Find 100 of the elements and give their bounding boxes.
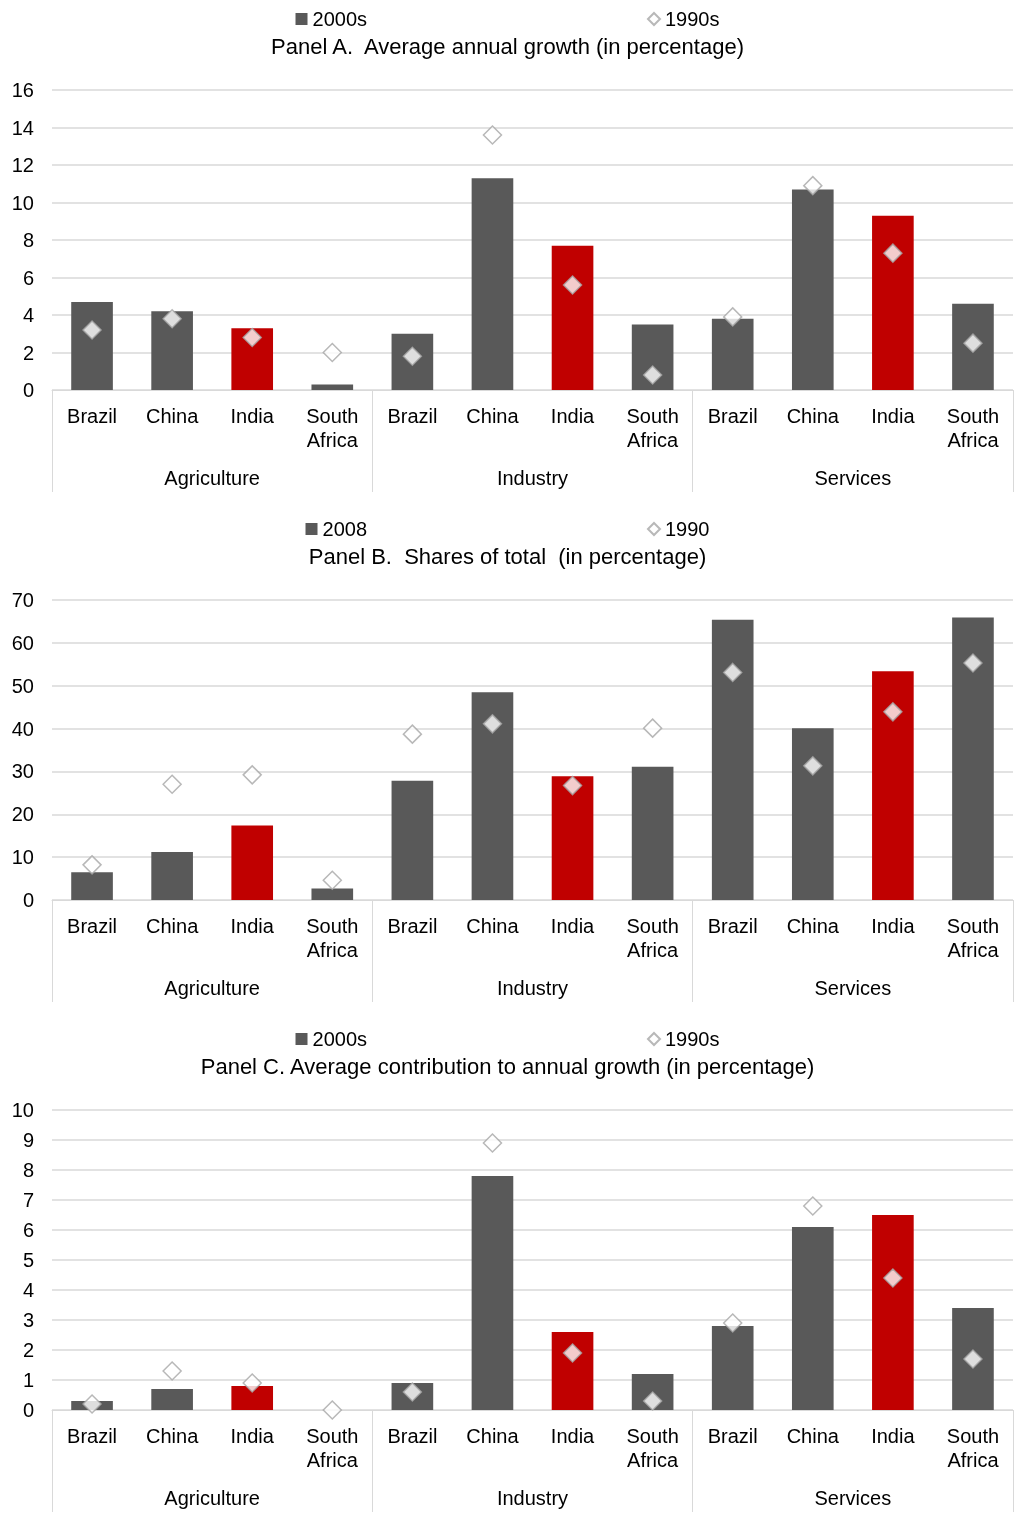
- point: [722, 662, 743, 683]
- point: [803, 756, 823, 776]
- bar: [471, 1176, 514, 1410]
- x-tick-label: China: [145, 405, 200, 427]
- bar: [952, 303, 994, 390]
- text: Industry: [496, 467, 569, 489]
- bar: [791, 189, 834, 390]
- x-tick-label: Brazil: [67, 915, 118, 937]
- x-tick-label: Brazil: [707, 1425, 758, 1447]
- text: Agriculture: [164, 977, 260, 999]
- text: Services: [814, 1487, 892, 1509]
- bar: [151, 1389, 193, 1410]
- text: Industry: [496, 1487, 569, 1509]
- x-tick-label: India: [550, 915, 596, 937]
- point: [482, 714, 503, 734]
- x-tick-label: India: [871, 1425, 916, 1447]
- bar: [872, 1215, 914, 1410]
- legend-label: 1990s: [665, 8, 720, 30]
- point: [322, 342, 343, 363]
- legend-label: 1990s: [665, 1028, 720, 1050]
- y-tick-label: 1: [22, 1369, 34, 1391]
- x-tick-label: Brazil: [707, 915, 758, 937]
- point: [722, 1313, 743, 1333]
- legend-label: 1990: [665, 518, 710, 540]
- y-tick-label: 20: [11, 803, 34, 826]
- point: [242, 1373, 262, 1393]
- bar: [231, 328, 274, 390]
- point: [963, 1349, 983, 1369]
- x-tick-label: India: [230, 1425, 275, 1447]
- x-tick-label: Brazil: [387, 1425, 438, 1447]
- y-tick-label: 30: [11, 760, 34, 783]
- y-tick-label: 0: [22, 379, 34, 401]
- x-tick-label: India: [550, 405, 596, 427]
- bar: [711, 1326, 754, 1410]
- y-tick-label: 10: [11, 1099, 34, 1121]
- y-tick-label: 14: [11, 116, 34, 139]
- x-tick-label: South Africa: [626, 405, 680, 451]
- x-tick-label: South Africa: [306, 915, 359, 961]
- x-tick-label: India: [550, 1425, 596, 1447]
- x-tick-label: Brazil: [387, 405, 438, 427]
- y-tick-label: 4: [22, 1279, 34, 1301]
- bar: [551, 245, 594, 390]
- legend-label: 2000s: [312, 8, 368, 30]
- point: [562, 275, 583, 295]
- point: [883, 1268, 903, 1288]
- y-tick-label: 2: [22, 341, 34, 364]
- y-tick-label: 8: [22, 1159, 34, 1181]
- text: Agriculture: [164, 1487, 260, 1509]
- bar: [872, 215, 914, 390]
- bar: [791, 1227, 834, 1410]
- y-tick-label: 0: [22, 1399, 34, 1421]
- bar: [311, 888, 354, 900]
- x-tick-label: South Africa: [946, 1425, 1000, 1471]
- bar: [151, 852, 193, 900]
- chart-title: Panel A. Average annual growth (in percentage): [271, 33, 744, 59]
- x-tick-label: South Africa: [306, 1425, 359, 1471]
- point: [963, 653, 983, 673]
- x-tick-label: China: [466, 915, 520, 937]
- x-tick-label: Brazil: [707, 405, 758, 427]
- point: [562, 775, 583, 796]
- point: [482, 1133, 503, 1153]
- bar: [631, 324, 674, 390]
- x-tick-label: Brazil: [67, 1425, 118, 1447]
- point: [402, 724, 423, 744]
- bar: [391, 333, 434, 390]
- y-tick-label: 12: [11, 154, 34, 176]
- bar: [711, 619, 754, 900]
- bar: [551, 776, 594, 900]
- point: [242, 327, 262, 348]
- bar: [471, 692, 514, 900]
- x-tick-label: South Africa: [946, 915, 1000, 961]
- x-tick-label: Brazil: [387, 915, 438, 937]
- bar: [71, 301, 113, 390]
- y-tick-label: 6: [22, 266, 34, 289]
- x-tick-label: China: [145, 915, 200, 937]
- y-tick-label: 6: [22, 1219, 34, 1241]
- bar: [952, 617, 994, 900]
- point: [642, 365, 663, 385]
- y-tick-label: 10: [11, 846, 34, 869]
- y-tick-label: 0: [22, 889, 34, 911]
- y-tick-label: 40: [11, 717, 34, 740]
- y-tick-label: 5: [22, 1249, 34, 1271]
- bar: [391, 780, 434, 900]
- bar: [952, 1308, 994, 1410]
- y-tick-label: 3: [22, 1309, 34, 1331]
- y-tick-label: 10: [11, 191, 34, 214]
- point: [482, 125, 503, 145]
- legend-label: 2000s: [312, 1028, 368, 1050]
- x-tick-label: South Africa: [626, 915, 680, 961]
- bar: [311, 384, 354, 390]
- x-tick-label: China: [466, 405, 520, 427]
- y-tick-label: 70: [11, 589, 34, 611]
- point: [322, 1400, 343, 1420]
- bar: [231, 825, 274, 900]
- y-tick-label: 8: [22, 229, 34, 251]
- point: [883, 243, 903, 263]
- x-tick-label: China: [786, 1425, 840, 1447]
- point: [963, 333, 983, 353]
- x-tick-label: China: [786, 405, 840, 427]
- bar: [631, 766, 674, 900]
